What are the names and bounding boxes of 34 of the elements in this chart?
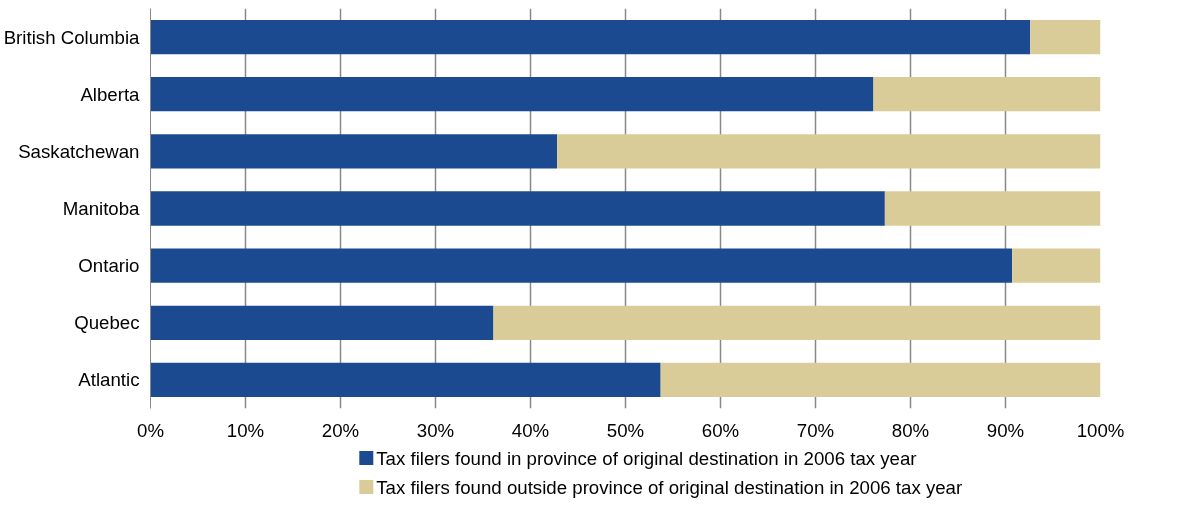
- x-tick-label: 30%: [416, 419, 455, 441]
- bar: [873, 77, 1101, 112]
- y-tick-label: Atlantic: [78, 369, 140, 391]
- bar: [150, 134, 558, 169]
- x-tick-label: 90%: [986, 419, 1025, 441]
- bar: [884, 191, 1101, 226]
- legend-label: Tax filers found outside province of original destination in 2006 tax year: [376, 476, 963, 498]
- x-tick-label: 40%: [511, 419, 550, 441]
- x-tick-label: 60%: [701, 419, 740, 441]
- x-tick-label: 100%: [1076, 419, 1125, 441]
- x-tick-label: 0%: [137, 419, 164, 441]
- y-tick-label: Quebec: [74, 312, 140, 334]
- bar: [150, 362, 661, 398]
- bar: [150, 19, 1031, 55]
- x-tick-label: 20%: [321, 419, 360, 441]
- bar: [1012, 248, 1101, 283]
- y-tick-label: Alberta: [80, 83, 141, 105]
- bar: [493, 305, 1101, 340]
- y-tick-label: Ontario: [78, 255, 140, 277]
- bar: [1030, 19, 1101, 55]
- bar: [150, 191, 885, 226]
- legend-label: Tax filers found in province of original destination in 2006 tax year: [376, 447, 917, 469]
- y-tick-label: Saskatchewan: [18, 140, 140, 162]
- bar: [557, 134, 1101, 169]
- x-tick-label: 10%: [226, 419, 265, 441]
- x-tick-label: 70%: [796, 419, 835, 441]
- x-tick-label: 80%: [891, 419, 930, 441]
- y-tick-label: British Columbia: [3, 26, 141, 48]
- bar: [150, 248, 1013, 283]
- x-tick-label: 50%: [606, 419, 645, 441]
- y-tick-label: Manitoba: [62, 198, 141, 219]
- bar: [150, 77, 874, 112]
- bar: [660, 362, 1101, 398]
- bar: [150, 305, 494, 340]
